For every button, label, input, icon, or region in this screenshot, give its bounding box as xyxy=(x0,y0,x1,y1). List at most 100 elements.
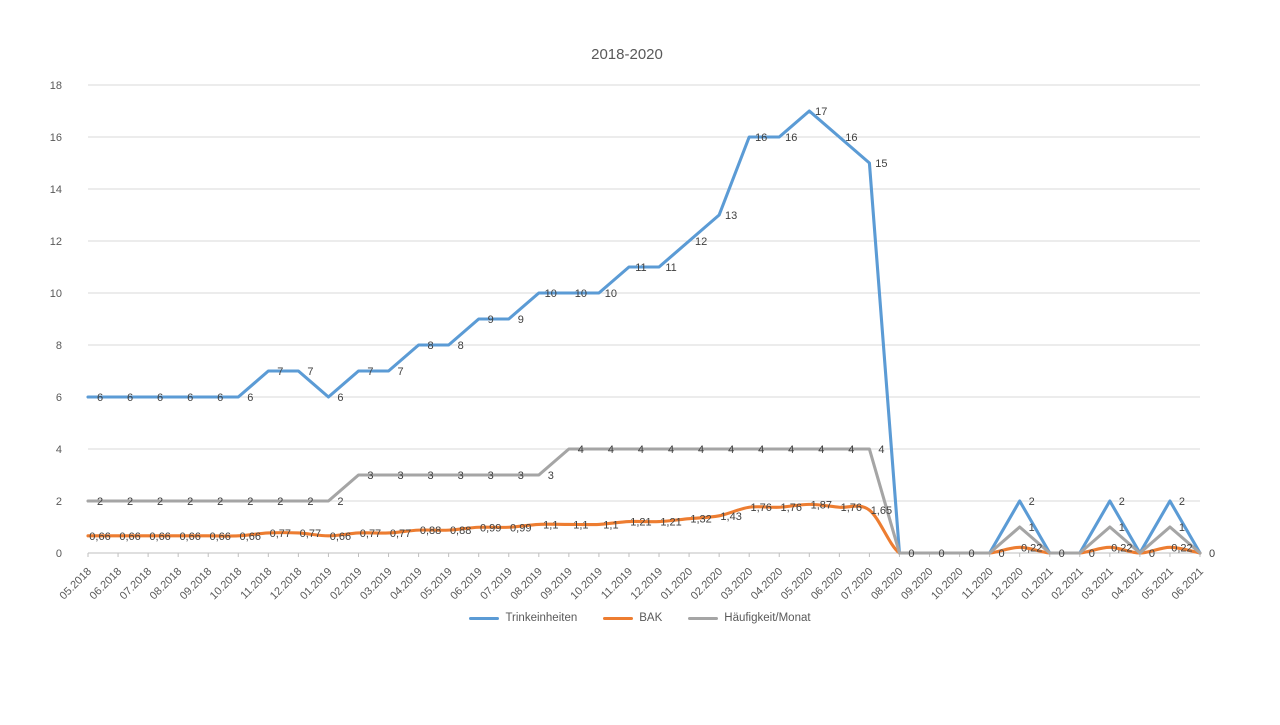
series-line-h-ufigkeit-monat xyxy=(86,447,1202,555)
data-label-h-ufigkeit-monat: 4 xyxy=(668,444,674,456)
data-label-bak: 0,77 xyxy=(390,528,411,540)
x-axis-tick-label: 09.2018 xyxy=(178,566,215,603)
x-axis-tick-label: 01.2021 xyxy=(1019,566,1056,603)
x-axis-tick-label: 12.2019 xyxy=(629,566,666,603)
y-axis-tick-label: 10 xyxy=(50,288,62,300)
data-label-trinkeinheiten: 0 xyxy=(999,548,1005,560)
data-label-trinkeinheiten: 0 xyxy=(908,548,914,560)
x-axis-tick-label: 07.2019 xyxy=(478,566,515,603)
chart-legend: Trinkeinheiten BAK Häufigkeit/Monat xyxy=(0,612,1280,624)
data-label-trinkeinheiten: 6 xyxy=(157,392,163,404)
data-label-h-ufigkeit-monat: 2 xyxy=(217,496,223,508)
x-axis-tick-label: 02.2021 xyxy=(1049,566,1086,603)
data-label-bak: 0,77 xyxy=(270,528,291,540)
data-label-trinkeinheiten: 6 xyxy=(127,392,133,404)
series-line-trinkeinheiten xyxy=(86,109,1202,555)
data-label-h-ufigkeit-monat: 4 xyxy=(758,444,764,456)
data-label-h-ufigkeit-monat: 4 xyxy=(728,444,734,456)
data-label-h-ufigkeit-monat: 2 xyxy=(97,496,103,508)
data-label-bak: 0,66 xyxy=(89,531,110,543)
x-axis-tick-label: 04.2019 xyxy=(388,566,425,603)
data-label-trinkeinheiten: 7 xyxy=(397,366,403,378)
data-label-h-ufigkeit-monat: 3 xyxy=(367,470,373,482)
data-label-h-ufigkeit-monat: 2 xyxy=(187,496,193,508)
y-axis-tick-label: 14 xyxy=(50,184,62,196)
data-label-trinkeinheiten: 16 xyxy=(785,132,797,144)
x-axis-tick-label: 06.2019 xyxy=(448,566,485,603)
data-label-h-ufigkeit-monat: 4 xyxy=(638,444,644,456)
y-axis-tick-label: 8 xyxy=(56,340,62,352)
x-axis-tick-label: 02.2020 xyxy=(689,566,726,603)
x-axis-tick-label: 05.2021 xyxy=(1139,566,1176,603)
data-label-trinkeinheiten: 2 xyxy=(1179,496,1185,508)
data-label-trinkeinheiten: 0 xyxy=(938,548,944,560)
data-label-trinkeinheiten: 0 xyxy=(1089,548,1095,560)
x-axis-tick-label: 08.2019 xyxy=(508,566,545,603)
data-label-trinkeinheiten: 7 xyxy=(307,366,313,378)
data-label-h-ufigkeit-monat: 2 xyxy=(307,496,313,508)
chart-title: 2018-2020 xyxy=(591,46,663,63)
data-label-bak: 0,22 xyxy=(1021,542,1042,554)
x-axis-tick-label: 06.2021 xyxy=(1170,566,1207,603)
data-label-bak: 0,99 xyxy=(480,522,501,534)
data-label-bak: 0,88 xyxy=(420,525,441,537)
data-label-trinkeinheiten: 2 xyxy=(1029,496,1035,508)
x-axis-tick-label: 05.2018 xyxy=(58,566,95,603)
data-label-trinkeinheiten: 0 xyxy=(969,548,975,560)
x-axis-tick-label: 02.2019 xyxy=(328,566,365,603)
data-label-h-ufigkeit-monat: 4 xyxy=(848,444,854,456)
data-label-h-ufigkeit-monat: 3 xyxy=(397,470,403,482)
legend-item-trinkeinheiten: Trinkeinheiten xyxy=(469,612,577,624)
x-axis-tick-label: 03.2019 xyxy=(358,566,395,603)
data-label-bak: 1,76 xyxy=(841,502,862,514)
data-label-h-ufigkeit-monat: 2 xyxy=(337,496,343,508)
data-label-trinkeinheiten: 8 xyxy=(428,340,434,352)
data-label-bak: 1,76 xyxy=(781,502,802,514)
x-axis-tick-label: 04.2021 xyxy=(1109,566,1146,603)
y-axis-tick-label: 0 xyxy=(56,548,62,560)
x-axis-tick-label: 12.2020 xyxy=(989,566,1026,603)
data-label-trinkeinheiten: 10 xyxy=(545,288,557,300)
data-label-h-ufigkeit-monat: 1 xyxy=(1179,522,1185,534)
x-axis-tick-label: 03.2020 xyxy=(719,566,756,603)
data-label-trinkeinheiten: 0 xyxy=(1149,548,1155,560)
legend-item-bak: BAK xyxy=(603,612,662,624)
x-axis-tick-label: 08.2018 xyxy=(148,566,185,603)
data-label-bak: 0,66 xyxy=(119,531,140,543)
x-axis-tick-label: 04.2020 xyxy=(749,566,786,603)
data-label-trinkeinheiten: 2 xyxy=(1119,496,1125,508)
data-label-bak: 0,88 xyxy=(450,525,471,537)
data-label-trinkeinheiten: 13 xyxy=(725,210,737,222)
y-axis-tick-label: 4 xyxy=(56,444,62,456)
data-label-bak: 1,1 xyxy=(573,519,588,531)
data-label-h-ufigkeit-monat: 2 xyxy=(127,496,133,508)
data-label-trinkeinheiten: 6 xyxy=(217,392,223,404)
data-label-trinkeinheiten: 9 xyxy=(488,314,494,326)
data-label-trinkeinheiten: 12 xyxy=(695,236,707,248)
x-axis-tick-label: 06.2018 xyxy=(88,566,125,603)
x-axis-tick-label: 10.2019 xyxy=(568,566,605,603)
data-label-bak: 0,66 xyxy=(330,531,351,543)
data-label-trinkeinheiten: 7 xyxy=(367,366,373,378)
data-label-trinkeinheiten: 15 xyxy=(875,158,887,170)
data-label-h-ufigkeit-monat: 1 xyxy=(1029,522,1035,534)
data-label-trinkeinheiten: 6 xyxy=(337,392,343,404)
data-label-trinkeinheiten: 6 xyxy=(97,392,103,404)
data-label-trinkeinheiten: 8 xyxy=(458,340,464,352)
legend-item-h-ufigkeit-monat: Häufigkeit/Monat xyxy=(688,612,811,624)
legend-line-swatch-trinkeinheiten xyxy=(469,616,500,620)
data-label-bak: 0,66 xyxy=(179,531,200,543)
data-label-bak: 1,1 xyxy=(603,519,618,531)
data-label-bak: 0,22 xyxy=(1171,542,1192,554)
data-label-trinkeinheiten: 7 xyxy=(277,366,283,378)
legend-label-trinkeinheiten: Trinkeinheiten xyxy=(505,612,578,624)
x-axis-tick-label: 06.2020 xyxy=(809,566,846,603)
data-label-h-ufigkeit-monat: 3 xyxy=(488,470,494,482)
data-label-trinkeinheiten: 16 xyxy=(755,132,767,144)
y-axis-tick-label: 12 xyxy=(50,236,62,248)
x-axis-tick-label: 07.2018 xyxy=(118,566,155,603)
x-axis-tick-label: 05.2019 xyxy=(418,566,455,603)
data-label-trinkeinheiten: 0 xyxy=(1209,548,1215,560)
data-label-bak: 1,32 xyxy=(690,514,711,526)
